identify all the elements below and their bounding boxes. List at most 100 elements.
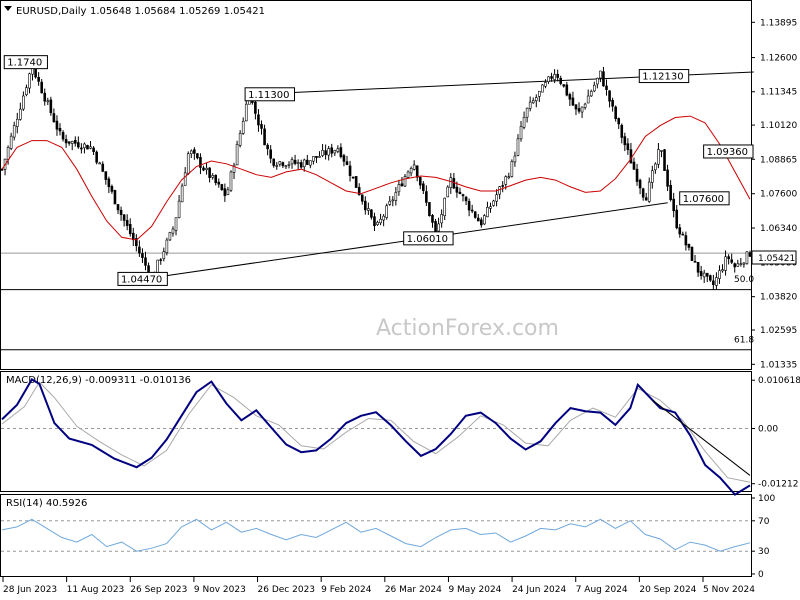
candle-body [357,187,361,196]
candle-body [571,97,575,106]
annotation-label-0: 1.1740 [7,58,42,69]
candle-body [519,126,523,140]
candle-body [431,215,434,223]
xtick-label: 26 Sep 2023 [130,585,187,595]
candle-body [623,136,627,146]
candle-body [382,215,385,221]
macd-signal-line [1,381,751,483]
annotation-label-3: 1.09360 [707,147,748,158]
candle-body [174,217,178,231]
candle-body [391,199,395,202]
rsi-levels [1,520,751,552]
candle-body [696,262,700,273]
candle-body [550,76,553,79]
candle-body [422,183,425,191]
xtick-label: 20 Sep 2024 [639,585,696,595]
candle-body [415,165,419,178]
xtick-label: 26 Dec 2023 [258,585,316,595]
candle-body [635,168,639,182]
candle-body [15,118,19,128]
annotation-label-4: 1.07600 [683,194,724,205]
candle-body [461,194,465,197]
candle-body [678,227,682,235]
candle-body [467,201,471,211]
candle-body [364,200,367,211]
candle-body [284,165,288,168]
candle-body [443,197,446,217]
rsi-ytick-label: 0 [758,570,764,580]
candle-body [629,149,633,164]
ohlc-header: 1.05648 1.05684 1.05269 1.05421 [90,6,265,17]
candle-body [495,194,498,202]
candle-body [580,106,584,113]
candle-body [241,120,245,134]
candle-body [534,97,538,102]
price-ytick-label: 1.13895 [760,18,797,28]
macd-ytick-label: 0.010618 [758,376,800,386]
candle-body [95,151,98,163]
candle-body [214,174,218,184]
candle-body [376,221,379,225]
candle-body [602,71,605,87]
candle-body [299,162,303,168]
candle-body [690,246,694,261]
candle-body [476,217,480,222]
candle-body [83,143,86,149]
candle-body [394,192,398,201]
candle-body [162,251,166,259]
candle-body [232,164,236,173]
annotation-label-6: 1.04470 [121,274,162,285]
candle-body [617,118,621,125]
candle-body [110,186,114,192]
candle-body [107,178,111,188]
candle-body [141,253,144,258]
candle-body [171,228,175,234]
candle-body [339,147,343,158]
candle-body [425,191,428,203]
candle-body [327,148,330,156]
candle-body [223,188,227,196]
candle-body [592,84,596,92]
candle-body [721,269,724,272]
candle-body [229,171,233,191]
rsi-y-axis: 100 70 30 0 [751,494,775,580]
candle-body [202,167,205,171]
candle-body [351,176,355,179]
candle-body [556,73,559,78]
price-panel-frame [0,0,752,370]
collapse-triangle-icon[interactable] [4,6,12,11]
candle-body [702,272,706,278]
annotation-box-3 [703,144,754,159]
candle-body [31,68,34,75]
macd-panel-title: MACD(12,26,9) -0.009311 -0.010136 [6,375,191,386]
candle-body [480,219,483,226]
candle-body [446,186,450,198]
candle-body [269,149,272,159]
candle-body [501,185,505,187]
candle-body [406,171,410,178]
candle-body [125,220,129,226]
candle-body [189,150,193,155]
candle-body [724,256,727,271]
candle-body [217,181,221,185]
candle-body [101,163,105,172]
candle-body [330,147,334,154]
candle-body [122,214,126,221]
candle-body [562,84,566,87]
candle-body [693,261,697,263]
annotation-box-2 [638,69,690,84]
candle-body [418,176,422,186]
annotation-label-1: 1.11300 [248,90,289,101]
price-tag: 1.05421 [758,254,795,264]
fib-label-0: 50.0 [734,275,754,285]
candle-body [586,95,590,104]
candle-body [22,95,25,110]
candle-body [739,263,743,266]
candle-body [577,108,581,112]
candle-body [287,163,291,166]
candle-body [37,76,40,82]
candle-body [699,271,703,277]
candle-body [400,183,404,187]
candle-body [388,200,392,205]
